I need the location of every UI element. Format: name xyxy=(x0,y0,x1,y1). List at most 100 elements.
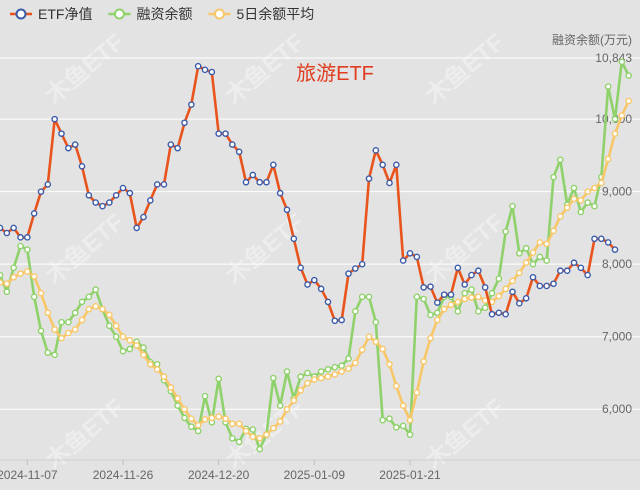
legend-marker xyxy=(213,8,225,20)
series xyxy=(0,58,632,453)
data-point xyxy=(331,363,339,371)
data-point xyxy=(522,259,530,267)
data-point xyxy=(570,184,578,192)
data-point xyxy=(393,382,400,390)
data-point xyxy=(509,202,516,210)
data-point xyxy=(399,402,407,409)
data-point xyxy=(331,371,339,378)
data-point xyxy=(283,368,291,375)
data-point xyxy=(604,239,612,246)
legend[interactable]: ETF净值 融资余额 5日余额平均 xyxy=(10,6,314,22)
data-point xyxy=(598,179,605,187)
data-point xyxy=(85,293,93,301)
data-point xyxy=(235,420,243,428)
data-point xyxy=(215,413,222,420)
data-point xyxy=(78,298,86,306)
data-point xyxy=(106,311,113,319)
data-point xyxy=(147,360,154,368)
data-point xyxy=(427,334,434,342)
data-point xyxy=(58,318,65,326)
data-point xyxy=(434,299,441,306)
data-point xyxy=(167,141,175,148)
data-point xyxy=(37,289,45,297)
data-point xyxy=(475,293,482,301)
data-point xyxy=(447,301,455,309)
data-point xyxy=(290,235,298,243)
data-point xyxy=(386,415,393,422)
data-point xyxy=(345,270,352,277)
data-point xyxy=(65,144,72,152)
data-point xyxy=(529,273,537,281)
data-point xyxy=(181,414,188,422)
data-point xyxy=(147,197,154,204)
data-point xyxy=(591,202,598,210)
y-tick-label: 7,000 xyxy=(602,330,632,344)
data-point xyxy=(167,384,175,391)
data-point xyxy=(563,204,571,211)
data-point xyxy=(119,333,127,341)
data-point xyxy=(345,355,352,362)
data-point xyxy=(495,275,503,282)
data-point xyxy=(481,284,489,291)
data-point xyxy=(270,374,277,382)
data-point xyxy=(536,239,544,246)
data-point xyxy=(358,293,366,301)
data-point xyxy=(126,345,134,353)
data-point xyxy=(160,181,168,188)
data-point xyxy=(270,161,277,169)
data-point xyxy=(10,273,17,281)
data-point xyxy=(140,213,147,221)
data-point xyxy=(37,327,45,335)
data-point xyxy=(522,294,530,302)
data-point xyxy=(304,379,311,387)
data-point xyxy=(570,259,578,267)
legend-item[interactable]: 5日余额平均 xyxy=(208,6,314,22)
data-point xyxy=(30,293,38,301)
legend-label: 融资余额 xyxy=(136,6,192,22)
data-point xyxy=(208,68,216,76)
data-point xyxy=(140,344,147,351)
legend-marker xyxy=(15,8,27,20)
data-point xyxy=(488,289,496,297)
data-point xyxy=(475,267,482,275)
data-point xyxy=(51,115,58,123)
data-point xyxy=(3,288,11,296)
data-point xyxy=(112,333,120,341)
data-point xyxy=(550,280,557,288)
data-point xyxy=(51,326,58,333)
legend-item[interactable]: 融资余额 xyxy=(108,6,192,22)
data-point xyxy=(283,405,291,413)
data-point xyxy=(174,402,181,409)
data-point xyxy=(3,280,11,288)
data-point xyxy=(65,329,72,337)
data-point xyxy=(126,189,134,197)
data-point xyxy=(331,317,339,325)
x-axis: 2024-11-07 2024-11-26 2024-12-20 2025-01-09… xyxy=(0,459,640,482)
data-point xyxy=(618,58,626,66)
data-point xyxy=(256,434,263,442)
data-point xyxy=(584,271,591,279)
data-point xyxy=(557,156,564,164)
data-point xyxy=(502,228,509,235)
data-point xyxy=(297,387,304,394)
data-point xyxy=(304,369,311,377)
data-point xyxy=(44,349,52,356)
data-point xyxy=(386,179,393,187)
data-point xyxy=(24,246,31,253)
data-point xyxy=(181,405,188,413)
data-point xyxy=(529,249,537,256)
data-point xyxy=(372,338,380,346)
data-point xyxy=(440,291,448,298)
data-point xyxy=(324,366,332,373)
data-point xyxy=(37,188,45,195)
data-point xyxy=(488,310,496,318)
data-point xyxy=(242,427,250,435)
data-point xyxy=(379,345,386,353)
data-point xyxy=(78,316,86,324)
data-point xyxy=(570,195,578,203)
data-point xyxy=(372,147,380,154)
data-point xyxy=(577,264,585,272)
legend-item[interactable]: ETF净值 xyxy=(10,6,92,22)
data-point xyxy=(461,281,468,288)
